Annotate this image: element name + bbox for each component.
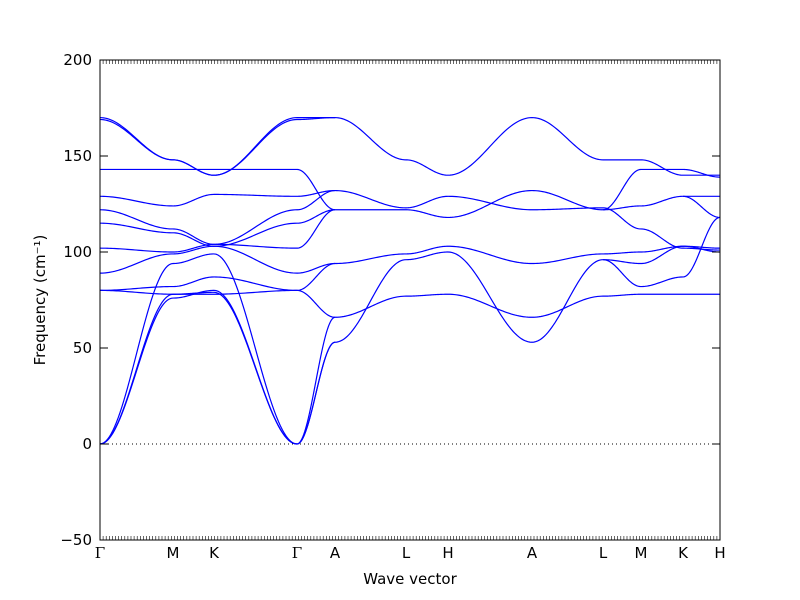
x-tick-label: M bbox=[635, 544, 648, 562]
band-line bbox=[99, 293, 174, 445]
x-tick-label: Γ bbox=[292, 544, 302, 562]
band-line bbox=[296, 209, 336, 224]
band-line bbox=[214, 193, 297, 197]
x-axis-label: Wave vector bbox=[363, 570, 457, 588]
band-line bbox=[603, 251, 641, 255]
x-tick-label: A bbox=[527, 544, 538, 562]
band-line bbox=[640, 228, 684, 249]
band-line bbox=[296, 189, 336, 197]
x-tick-label: K bbox=[678, 544, 689, 562]
plot-background bbox=[100, 60, 720, 540]
band-line bbox=[213, 276, 298, 291]
y-tick-label: 200 bbox=[63, 51, 92, 69]
band-line bbox=[213, 245, 298, 274]
band-line bbox=[682, 168, 721, 178]
band-line bbox=[447, 189, 533, 219]
band-line bbox=[531, 259, 604, 343]
y-tick-label: 100 bbox=[63, 243, 92, 261]
band-line bbox=[640, 276, 684, 288]
band-line bbox=[99, 262, 174, 445]
plot-frame bbox=[99, 59, 721, 541]
y-tick-label: 0 bbox=[82, 435, 92, 453]
x-tick-label: M bbox=[167, 544, 180, 562]
band-line bbox=[602, 207, 642, 230]
band-line bbox=[406, 293, 448, 297]
band-line bbox=[172, 253, 215, 265]
band-line bbox=[296, 168, 336, 211]
band-line bbox=[531, 253, 604, 265]
x-tick-label: A bbox=[330, 544, 341, 562]
y-tick-labels: −50 0 50 100 150 200 bbox=[60, 51, 92, 549]
band-line bbox=[99, 289, 174, 295]
band-line bbox=[334, 259, 407, 343]
band-line bbox=[405, 251, 449, 261]
band-line bbox=[682, 195, 721, 219]
band-line bbox=[447, 251, 533, 343]
band-line bbox=[213, 117, 298, 176]
band-line bbox=[296, 316, 336, 445]
y-axis-label: Frequency (cm⁻¹) bbox=[31, 235, 49, 366]
band-line bbox=[334, 253, 407, 265]
band-line bbox=[213, 291, 298, 445]
x-tick-label: L bbox=[599, 544, 608, 562]
x-tick-label: H bbox=[714, 544, 725, 562]
band-line bbox=[172, 276, 215, 288]
band-line bbox=[213, 289, 298, 295]
band-line bbox=[99, 247, 174, 253]
band-line bbox=[602, 168, 642, 211]
band-line bbox=[334, 189, 407, 209]
band-line bbox=[172, 159, 215, 176]
x-tick-label: L bbox=[402, 544, 411, 562]
band-line bbox=[99, 222, 174, 234]
band-line bbox=[296, 289, 336, 318]
band-line bbox=[602, 259, 642, 288]
band-line bbox=[405, 195, 449, 209]
band-line bbox=[99, 253, 174, 274]
band-line bbox=[172, 228, 215, 245]
band-line bbox=[531, 117, 604, 161]
band-line bbox=[640, 159, 684, 176]
band-line bbox=[683, 247, 720, 251]
band-line bbox=[172, 232, 215, 247]
band-line bbox=[213, 209, 298, 245]
bands bbox=[99, 117, 721, 445]
band-line bbox=[99, 195, 174, 207]
band-line bbox=[172, 193, 215, 207]
band-line bbox=[99, 117, 174, 161]
band-line bbox=[405, 209, 449, 219]
band-line bbox=[213, 222, 298, 247]
band-line bbox=[296, 209, 336, 249]
band-line bbox=[334, 117, 407, 161]
band-line bbox=[99, 209, 174, 230]
x-minor-ticks bbox=[99, 60, 718, 540]
band-line bbox=[531, 295, 604, 318]
band-line bbox=[296, 341, 336, 445]
y-tick-label: 150 bbox=[63, 147, 92, 165]
y-tick-label: −50 bbox=[60, 531, 92, 549]
band-line bbox=[405, 159, 449, 176]
band-line bbox=[447, 293, 533, 318]
band-line bbox=[640, 195, 684, 207]
band-line bbox=[296, 262, 336, 274]
y-tick-label: 50 bbox=[73, 339, 92, 357]
band-line bbox=[447, 117, 533, 176]
band-line bbox=[603, 293, 641, 297]
band-line bbox=[447, 195, 533, 211]
band-line bbox=[213, 253, 298, 445]
band-line bbox=[682, 216, 721, 278]
x-tick-label: K bbox=[209, 544, 220, 562]
x-tick-label: H bbox=[442, 544, 453, 562]
x-tick-label: Γ bbox=[95, 544, 105, 562]
band-line bbox=[172, 245, 215, 255]
band-line bbox=[334, 295, 407, 318]
band-line bbox=[296, 189, 336, 211]
band-line bbox=[405, 245, 449, 255]
band-line bbox=[447, 245, 533, 265]
band-line bbox=[532, 207, 603, 211]
band-line bbox=[296, 262, 336, 291]
band-line bbox=[602, 259, 642, 265]
